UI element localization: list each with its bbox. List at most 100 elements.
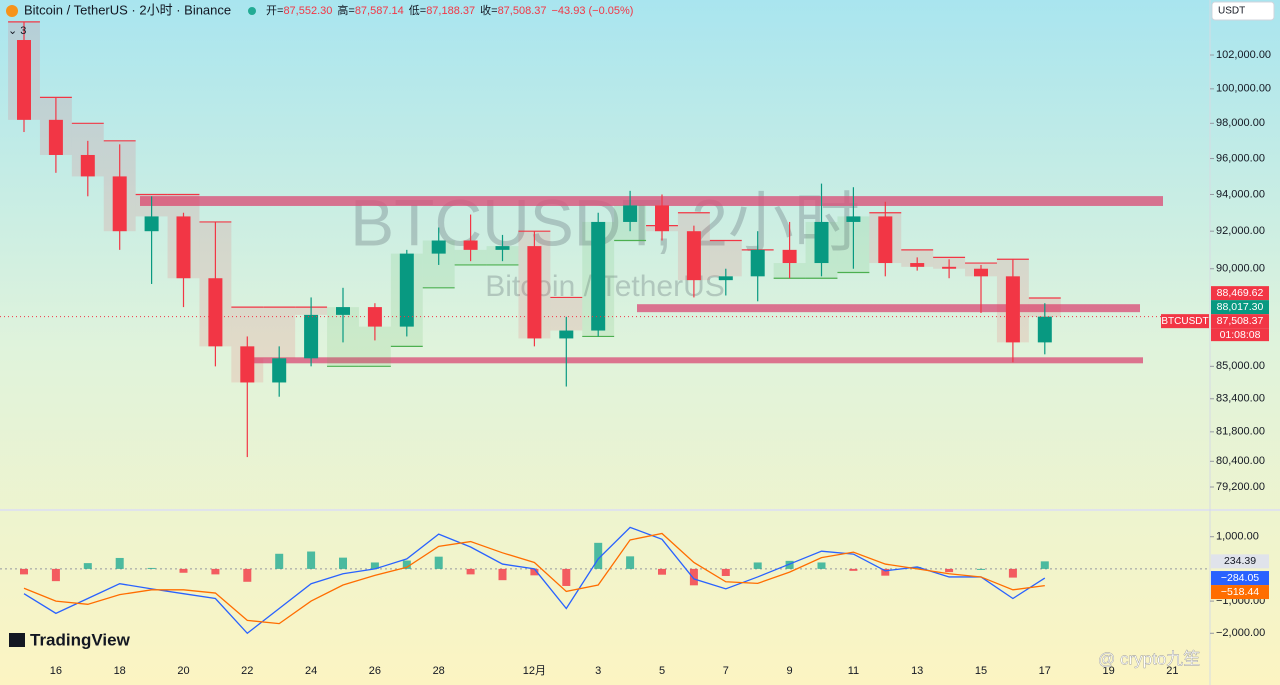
x-tick-label: 16: [50, 665, 62, 677]
ohlc-label: 开=: [266, 5, 283, 17]
change: −43.93 (−0.05%): [552, 5, 634, 17]
candle-body: [942, 266, 957, 269]
price-label-box: [1211, 314, 1269, 329]
candle-body: [814, 221, 829, 264]
candle-body: [431, 240, 446, 254]
candle-body: [591, 221, 606, 331]
candle-body: [48, 119, 63, 155]
x-tick-label: 21: [1166, 665, 1178, 677]
macd-label-box: [1211, 554, 1269, 569]
histogram-bar: [466, 568, 475, 575]
zone: [242, 357, 1143, 364]
histogram-bar: [594, 542, 603, 569]
y-tick-label: 80,400.00: [1216, 455, 1265, 467]
histogram-bar: [243, 568, 252, 582]
x-tick-label: 17: [1039, 665, 1051, 677]
candle-body: [782, 249, 797, 264]
candle-body: [367, 307, 382, 327]
x-tick-label: 9: [787, 665, 793, 677]
candle-body: [527, 246, 542, 339]
histogram-bar: [1008, 568, 1017, 578]
candle-body: [623, 205, 638, 222]
histogram-bar: [945, 568, 954, 573]
price-label: 88,017.30: [1217, 301, 1264, 313]
symbol-tag-box: [1161, 314, 1209, 329]
histogram-bar: [881, 568, 890, 576]
zone: [637, 304, 1140, 313]
histogram-bar: [562, 568, 571, 586]
ohlc-label: 收=: [480, 3, 497, 17]
candle-body: [718, 276, 733, 281]
histogram-bar: [753, 562, 762, 569]
macd-label-box: [1211, 571, 1269, 586]
candle-body: [336, 307, 350, 315]
y-tick-label: 90,000.00: [1216, 263, 1265, 275]
y-tick-label: 1,000.00: [1216, 531, 1259, 543]
y-tick-label: 102,000.00: [1216, 49, 1271, 61]
candle-body: [974, 268, 988, 277]
histogram-bar: [689, 568, 698, 586]
candle-body: [17, 40, 31, 120]
x-tick-label: 11: [848, 665, 859, 677]
price-label-box: [1211, 300, 1269, 315]
x-tick-label: 19: [1102, 665, 1114, 677]
x-tick-label: 28: [433, 665, 445, 677]
candle-body: [176, 216, 191, 279]
candle-body: [878, 216, 893, 264]
candle-body: [463, 240, 478, 250]
candle-body: [80, 154, 95, 177]
candle-body: [272, 358, 287, 383]
candle-body: [686, 231, 701, 281]
ohlc-value: 87,188.37: [426, 5, 475, 17]
histogram-bar: [498, 568, 507, 581]
histogram-bar: [339, 557, 347, 569]
x-tick-label: 12月: [523, 665, 546, 677]
price-label: 88,469.62: [1217, 287, 1264, 299]
countdown-box: [1211, 328, 1269, 342]
x-tick-label: 18: [114, 665, 126, 677]
histogram-bar: [626, 556, 635, 569]
x-tick-label: 7: [723, 665, 729, 677]
x-tick-label: 20: [177, 665, 189, 677]
indicator-toggle[interactable]: ⌄ 3: [8, 25, 26, 37]
histogram-bar: [20, 568, 28, 575]
candle-body: [240, 346, 255, 383]
histogram-bar: [115, 557, 124, 569]
histogram-bar: [307, 551, 316, 569]
x-tick-label: 15: [975, 665, 987, 677]
candle-body: [112, 176, 127, 232]
macd-label: −518.44: [1221, 586, 1259, 598]
histogram-bar: [83, 563, 92, 569]
currency-label: USDT: [1218, 6, 1245, 17]
histogram-bar: [179, 568, 188, 573]
histogram-bar: [1040, 561, 1049, 569]
price-label: 87,508.37: [1217, 315, 1264, 327]
candle-body: [559, 330, 574, 339]
y-tick-label: −2,000.00: [1216, 627, 1265, 639]
histogram-bar: [51, 568, 60, 582]
histogram-bar: [785, 560, 794, 569]
y-tick-label: 100,000.00: [1216, 83, 1271, 95]
macd-line: [23, 526, 1046, 635]
candle-body: [910, 263, 925, 267]
currency-button[interactable]: [1211, 1, 1275, 21]
candle-body: [495, 246, 510, 250]
candle-body: [208, 278, 223, 347]
macd-label: 234.39: [1224, 555, 1256, 567]
plot: 16 18 20 22 24 26 28 12月 3 5 7 9 11 13 15 17 19 21 102,000…: [0, 21, 1271, 677]
histogram-bar: [849, 568, 858, 571]
histogram-bar: [211, 568, 220, 575]
zone: [140, 196, 1163, 206]
candle-body: [655, 205, 669, 232]
candle-body: [304, 314, 319, 359]
histogram-bar: [977, 568, 985, 570]
symbol-title[interactable]: Bitcoin / TetherUS · 2小时 · Binance: [24, 2, 231, 17]
ohlc-value: 87,508.37: [498, 5, 547, 17]
price-label-box: [1211, 286, 1269, 301]
histogram-bar: [147, 567, 156, 569]
histogram-bar: [370, 562, 379, 569]
ohlc-label: 高=: [337, 3, 354, 17]
ohlc-value: 87,587.14: [355, 5, 404, 17]
